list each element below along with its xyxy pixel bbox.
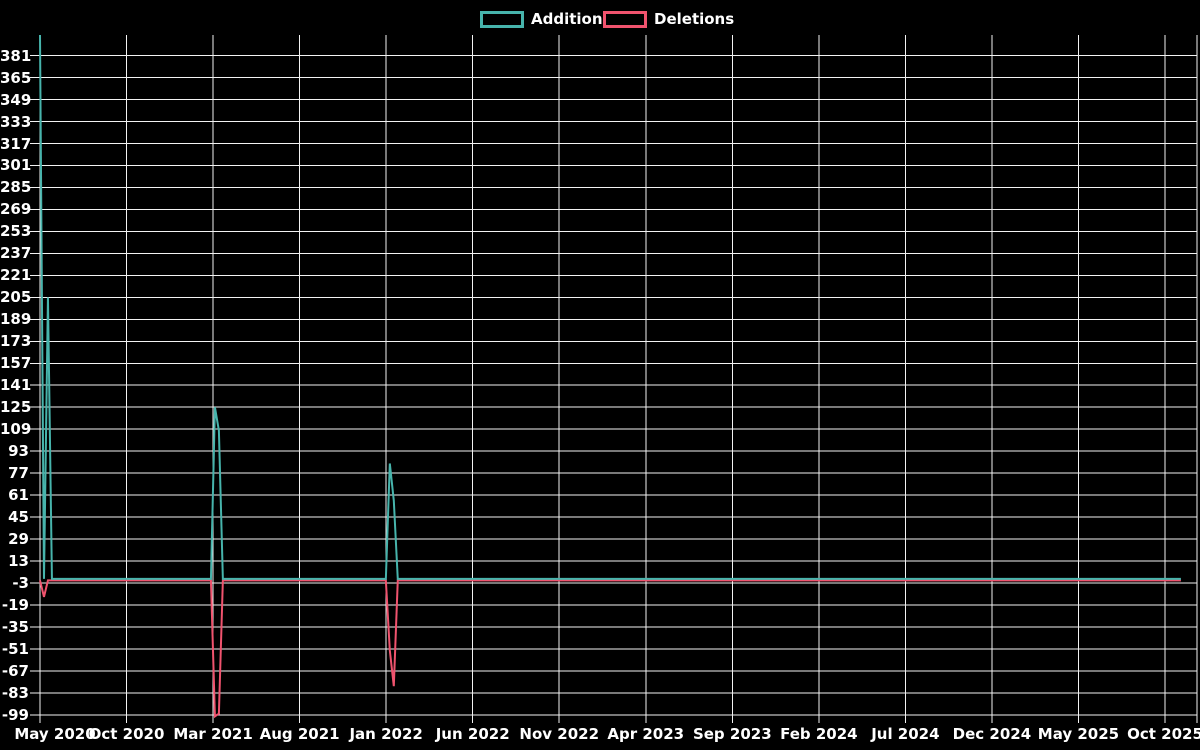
y-tick-label: 93 (8, 442, 29, 461)
y-tick-label: 221 (0, 266, 32, 285)
y-tick-label: -83 (1, 683, 29, 702)
y-tick-label: -99 (1, 705, 29, 724)
y-tick-label: -67 (1, 661, 29, 680)
y-tick-label: 45 (8, 508, 29, 527)
y-tick-label: -51 (1, 639, 29, 658)
y-tick-label: 77 (8, 464, 29, 483)
y-tick-label: 349 (0, 90, 32, 109)
y-tick-label: 237 (0, 244, 32, 263)
y-tick-label: -19 (1, 596, 29, 614)
y-tick-label: 13 (8, 552, 29, 571)
x-tick-label: Mar 2021 (173, 725, 253, 743)
x-tick-label: Dec 2024 (952, 725, 1032, 743)
y-tick-label: 269 (0, 200, 32, 219)
x-tick-label: Jul 2024 (871, 725, 940, 743)
legend-item-additions[interactable]: Additions (480, 6, 611, 32)
x-tick-label: Jun 2022 (435, 725, 510, 743)
x-tick-label: Oct 2020 (88, 725, 165, 743)
additions-swatch-icon (480, 10, 524, 28)
y-tick-label: 125 (0, 398, 32, 417)
y-tick-label: 333 (0, 112, 32, 131)
y-tick-label: 285 (0, 178, 32, 197)
x-tick-label: May 2025 (1037, 725, 1120, 743)
y-tick-label: 61 (8, 486, 29, 505)
deletions-swatch-icon (603, 10, 647, 28)
y-tick-label: 141 (0, 376, 32, 395)
y-tick-label: 173 (0, 332, 32, 351)
y-tick-label: 189 (0, 310, 32, 329)
x-tick-label: Feb 2024 (780, 725, 858, 743)
x-tick-label: Aug 2021 (259, 725, 340, 743)
y-tick-label: 317 (0, 134, 32, 153)
legend-label-deletions: Deletions (654, 10, 735, 28)
y-tick-label: 29 (8, 530, 29, 549)
x-tick-label: Jan 2022 (349, 725, 423, 743)
y-tick-label: 301 (0, 156, 32, 175)
y-tick-label: 205 (0, 288, 32, 307)
y-tick-label: 109 (0, 420, 32, 439)
legend-item-deletions[interactable]: Deletions (603, 6, 734, 32)
y-tick-label: 381 (0, 46, 32, 65)
legend-label-additions: Additions (531, 10, 612, 28)
x-tick-label: Sep 2023 (692, 725, 772, 743)
y-tick-label: 253 (0, 222, 32, 241)
y-tick-label: 365 (0, 68, 32, 87)
chart-legend: Additions Deletions (0, 6, 1200, 32)
x-tick-label: Apr 2023 (607, 725, 685, 743)
y-tick-label: -3 (12, 574, 29, 593)
y-tick-label: 157 (0, 354, 32, 373)
x-tick-label: May 2020 (14, 725, 96, 743)
additions-line (39, 34, 1181, 580)
deletions-line (39, 579, 1181, 719)
x-tick-label: Oct 2025 (1127, 725, 1200, 743)
x-tick-label: Nov 2022 (519, 725, 600, 743)
y-tick-label: -35 (1, 617, 29, 636)
